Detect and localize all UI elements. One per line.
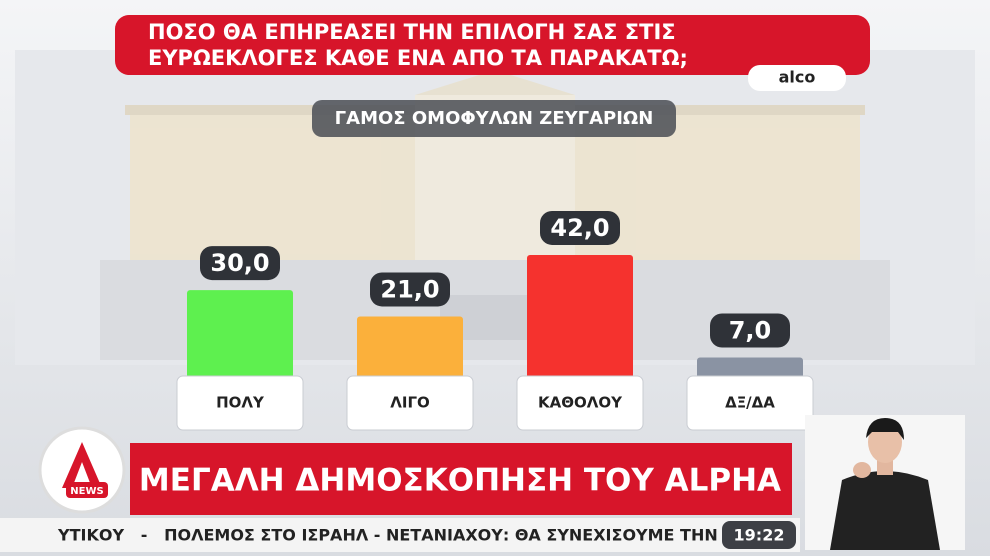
ticker-band bbox=[0, 518, 800, 552]
source-pill bbox=[748, 65, 846, 91]
bar bbox=[697, 357, 803, 378]
category-label: ΛΙΓΟ bbox=[390, 394, 430, 412]
category-label: ΚΑΘΟΛΟΥ bbox=[538, 394, 623, 412]
value-pill bbox=[370, 272, 450, 307]
logo-a bbox=[62, 442, 102, 488]
bar bbox=[527, 254, 633, 378]
value-label: 7,0 bbox=[729, 316, 772, 344]
bar bbox=[187, 290, 293, 378]
chart-title: ΠΟΣΟ ΘΑ ΕΠΗΡΕΑΣΕΙ ΤΗΝ ΕΠΙΛΟΓΗ ΣΑΣ ΣΤΙΣ ΕΥ… bbox=[148, 20, 688, 70]
value-label: 30,0 bbox=[210, 249, 269, 277]
bar bbox=[357, 316, 463, 378]
value-pill bbox=[540, 210, 620, 245]
source: alco bbox=[779, 68, 816, 87]
value-pill bbox=[200, 246, 280, 281]
logo bbox=[38, 426, 126, 514]
label-box bbox=[516, 375, 644, 431]
banner: ΜΕΓΑΛΗ ΔΗΜΟΣΚΟΠΗΣΗ ΤΟΥ ALPHA bbox=[139, 463, 781, 499]
bar-chart: ΠΟΛΥ 30,0 ΛΙΓΟ 21,0 ΚΑΘΟΛΟΥ 42,0 ΔΞ/ΔΑ 7,0 bbox=[176, 210, 814, 431]
value-label: 42,0 bbox=[550, 214, 609, 242]
label-box bbox=[346, 375, 474, 431]
time: 19:22 bbox=[734, 526, 785, 545]
logo-badge bbox=[66, 482, 108, 498]
category-label: ΔΞ/ΔΑ bbox=[725, 394, 775, 412]
subtitle-pill bbox=[312, 100, 676, 137]
logo-text: NEWS bbox=[70, 486, 103, 497]
value-label: 21,0 bbox=[380, 275, 439, 303]
label-box bbox=[176, 375, 304, 431]
label-box bbox=[686, 375, 814, 431]
title-box bbox=[115, 15, 870, 75]
banner-band bbox=[130, 443, 792, 515]
ticker: ΥΤΙΚΟΥ - ΠΟΛΕΜΟΣ ΣΤΟ ΙΣΡΑΗΛ - ΝΕΤΑΝΙΑΧΟΥ… bbox=[57, 526, 802, 545]
time-pill bbox=[722, 521, 796, 549]
sign-interpreter bbox=[805, 415, 965, 550]
subtitle: ΓΑΜΟΣ ΟΜΟΦΥΛΩΝ ΖΕΥΓΑΡΙΩΝ bbox=[335, 108, 654, 129]
value-pill bbox=[710, 313, 790, 348]
category-label: ΠΟΛΥ bbox=[216, 394, 265, 412]
